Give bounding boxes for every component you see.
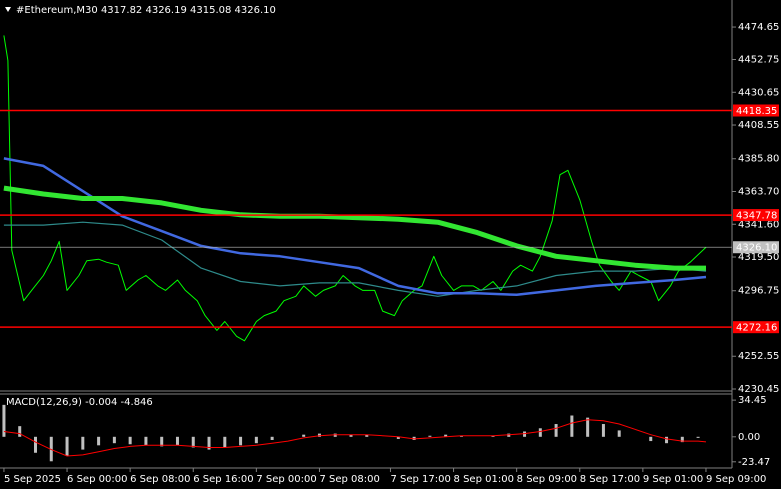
macd-bar xyxy=(175,436,179,446)
y-tick-label: 4296.75 xyxy=(738,286,779,297)
macd-bar xyxy=(112,436,116,444)
macd-bar xyxy=(444,434,448,437)
macd-bar xyxy=(617,430,621,437)
y-tick-label: 4252.55 xyxy=(738,351,779,362)
macd-bar xyxy=(491,435,495,437)
macd-bar xyxy=(665,436,669,444)
macd-bar xyxy=(18,426,22,437)
macd-bar xyxy=(396,436,400,439)
level-label: 4347.78 xyxy=(736,211,777,222)
macd-bar xyxy=(523,431,527,437)
macd-bar xyxy=(81,436,85,450)
level-label-bg xyxy=(733,321,779,334)
level-label-bg xyxy=(733,209,779,222)
x-tick-label: 9 Sep 01:00 xyxy=(643,474,703,485)
y-tick-label: 4385.80 xyxy=(738,154,779,165)
indicator-title: MACD(12,26,9) -0.004 -4.846 xyxy=(6,397,153,408)
level-label-bg xyxy=(733,104,779,117)
level-label: 4326.10 xyxy=(736,243,777,254)
x-tick-label: 7 Sep 17:00 xyxy=(390,474,450,485)
macd-bar xyxy=(333,433,337,437)
macd-bar xyxy=(128,436,132,445)
level-label: 4418.35 xyxy=(736,106,777,117)
y-tick-label: 4319.50 xyxy=(738,252,779,263)
macd-bar xyxy=(33,436,37,453)
chart-title: #Ethereum,M30 4317.82 4326.19 4315.08 43… xyxy=(16,5,276,16)
macd-bar xyxy=(507,433,511,437)
x-tick-label: 7 Sep 00:00 xyxy=(256,474,316,485)
macd-bar xyxy=(97,436,101,446)
moving-average xyxy=(3,157,707,297)
macd-bar xyxy=(428,435,432,437)
macd-bar xyxy=(554,424,558,437)
y-tick-label: 4430.65 xyxy=(738,87,779,98)
macd-bar xyxy=(207,436,211,450)
y-tick-label: 4452.75 xyxy=(738,55,779,66)
macd-bar xyxy=(570,415,574,437)
moving-average xyxy=(3,221,707,297)
y-tick-label: 34.45 xyxy=(738,395,767,406)
macd-bar xyxy=(649,436,653,442)
x-tick-label: 8 Sep 09:00 xyxy=(517,474,577,485)
macd-bar xyxy=(191,436,195,448)
macd-bar xyxy=(144,436,148,446)
macd-bar xyxy=(349,434,353,437)
y-tick-label: 4363.70 xyxy=(738,186,779,197)
y-tick-label: 0.00 xyxy=(738,432,760,443)
macd-bar xyxy=(270,436,274,440)
macd-bar xyxy=(365,434,369,437)
macd-bar xyxy=(586,417,590,437)
y-tick-label: 4341.60 xyxy=(738,219,779,230)
y-tick-label: -23.47 xyxy=(738,457,770,468)
x-tick-label: 6 Sep 00:00 xyxy=(67,474,127,485)
macd-bar xyxy=(2,404,6,437)
x-tick-label: 9 Sep 09:00 xyxy=(706,474,766,485)
y-tick-label: 4408.55 xyxy=(738,120,779,131)
level-label-bg xyxy=(733,241,779,254)
x-tick-label: 8 Sep 01:00 xyxy=(454,474,514,485)
macd-bar xyxy=(65,436,69,456)
macd-bar xyxy=(160,436,164,447)
price-line xyxy=(3,35,707,342)
macd-bar xyxy=(223,436,227,448)
x-tick-label: 5 Sep 2025 xyxy=(4,474,61,485)
macd-bar xyxy=(601,424,605,437)
y-tick-label: 4474.65 xyxy=(738,22,779,33)
frame xyxy=(0,0,733,469)
x-tick-label: 8 Sep 17:00 xyxy=(580,474,640,485)
moving-average xyxy=(3,185,706,271)
level-label: 4272.16 xyxy=(736,323,777,334)
macd-bar xyxy=(239,436,243,446)
menu-icon[interactable] xyxy=(5,7,11,12)
x-tick-label: 7 Sep 08:00 xyxy=(319,474,379,485)
macd-bar xyxy=(254,436,258,444)
y-tick-label: 4230.45 xyxy=(738,384,779,395)
macd-bar xyxy=(459,435,463,437)
x-tick-label: 6 Sep 08:00 xyxy=(130,474,190,485)
x-tick-label: 6 Sep 16:00 xyxy=(193,474,253,485)
macd-bar xyxy=(696,436,700,438)
macd-bar xyxy=(302,434,306,437)
macd-bar xyxy=(680,436,684,443)
signal-line xyxy=(3,419,707,457)
macd-bar xyxy=(538,428,542,437)
